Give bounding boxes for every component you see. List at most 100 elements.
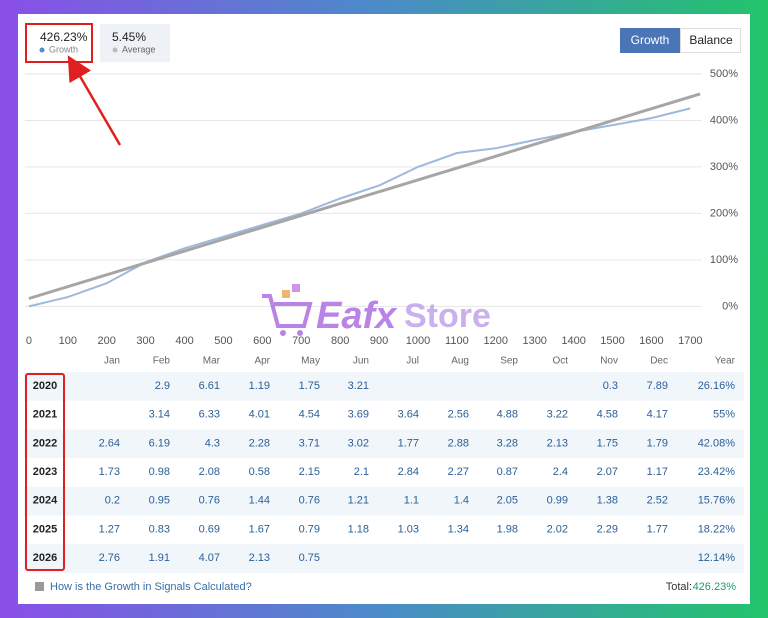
highlight-box <box>25 373 65 571</box>
table-cell: 2.9 <box>155 380 170 392</box>
stat-label: Average <box>122 44 155 54</box>
table-cell: 3.22 <box>547 409 568 421</box>
table-cell: 1.67 <box>249 523 270 535</box>
watermark: Eafx Store <box>262 284 491 337</box>
x-tick-label: 1300 <box>522 335 546 347</box>
row-band <box>24 544 744 573</box>
column-header: Oct <box>552 356 568 367</box>
help-link[interactable]: How is the Growth in Signals Calculated? <box>50 581 252 593</box>
table-cell: 1.18 <box>348 523 369 535</box>
table-cell: 0.95 <box>149 495 170 507</box>
table-cell: 1.98 <box>497 523 518 535</box>
table-cell: 4.88 <box>497 409 518 421</box>
x-tick-label: 300 <box>136 335 154 347</box>
table-cell: 2.28 <box>249 437 270 449</box>
y-tick-label: 300% <box>710 161 738 173</box>
table-cell: 1.75 <box>597 437 618 449</box>
total-label: Total: <box>666 581 692 593</box>
x-tick-label: 100 <box>59 335 77 347</box>
table-cell: 2.56 <box>448 409 469 421</box>
table-cell: 4.01 <box>249 409 270 421</box>
table-cell: 2.07 <box>597 466 618 478</box>
table-cell: 0.87 <box>497 466 518 478</box>
table-cell: 1.77 <box>647 523 668 535</box>
y-tick-label: 400% <box>710 114 738 126</box>
table-cell: 26.16% <box>698 380 736 392</box>
table-cell: 2.64 <box>99 437 120 449</box>
table-cell: 4.3 <box>205 437 220 449</box>
y-tick-label: 200% <box>710 207 738 219</box>
table-cell: 2.29 <box>597 523 618 535</box>
table-cell: 42.08% <box>698 437 736 449</box>
table-cell: 1.75 <box>299 380 320 392</box>
y-tick-label: 100% <box>710 254 738 266</box>
table-cell: 3.71 <box>299 437 320 449</box>
table-cell: 6.33 <box>199 409 220 421</box>
row-band <box>24 486 744 516</box>
column-header: Jan <box>104 356 120 367</box>
x-tick-label: 1700 <box>678 335 702 347</box>
column-header: Nov <box>600 356 618 367</box>
cart-wheel <box>297 330 303 336</box>
cart-box <box>282 290 290 298</box>
table-cell: 0.83 <box>149 523 170 535</box>
table-cell: 0.76 <box>299 495 320 507</box>
table-cell: 6.19 <box>149 437 170 449</box>
row-band <box>24 429 744 459</box>
table-cell: 2.84 <box>398 466 419 478</box>
table-cell: 12.14% <box>698 552 736 564</box>
table-cell: 6.61 <box>199 380 220 392</box>
table-cell: 1.17 <box>647 466 668 478</box>
table-cell: 0.99 <box>547 495 568 507</box>
watermark-text: Store <box>404 297 491 335</box>
table-cell: 3.69 <box>348 409 369 421</box>
tab[interactable] <box>680 28 741 53</box>
tab-active[interactable] <box>620 28 680 53</box>
highlight-box <box>25 23 93 63</box>
y-tick-label: 0% <box>722 300 738 312</box>
row-year: 2022 <box>33 437 57 449</box>
stat-box <box>100 24 170 62</box>
table-cell: 1.1 <box>404 495 419 507</box>
tab-label[interactable]: Growth <box>631 33 670 47</box>
stat-value: 5.45% <box>112 30 146 44</box>
x-tick-label: 1000 <box>406 335 430 347</box>
table-cell: 2.02 <box>547 523 568 535</box>
table-cell: 2.76 <box>99 552 120 564</box>
cart-icon <box>262 294 313 328</box>
table-cell: 0.98 <box>149 466 170 478</box>
stat-label: Growth <box>49 44 78 54</box>
trend-line <box>28 92 701 300</box>
table-cell: 0.3 <box>603 380 618 392</box>
x-tick-label: 700 <box>292 335 310 347</box>
table-cell: 4.58 <box>597 409 618 421</box>
table-cell: 4.07 <box>199 552 220 564</box>
column-header: Sep <box>500 356 518 367</box>
row-year: 2021 <box>33 409 57 421</box>
row-band <box>24 372 744 401</box>
x-tick-label: 800 <box>331 335 349 347</box>
row-year: 2023 <box>33 466 57 478</box>
table-cell: 3.02 <box>348 437 369 449</box>
column-header: Jun <box>353 356 369 367</box>
x-tick-label: 500 <box>214 335 232 347</box>
tab-label[interactable]: Balance <box>689 33 733 47</box>
table-cell: 7.89 <box>647 380 668 392</box>
legend-dot <box>112 47 118 53</box>
x-tick-label: 200 <box>98 335 116 347</box>
watermark-text: Eafx <box>316 295 398 337</box>
table-cell: 0.75 <box>299 552 320 564</box>
stat-value: 426.23% <box>40 30 88 44</box>
table-cell: 1.19 <box>249 380 270 392</box>
row-year: 2024 <box>33 495 58 507</box>
table-cell: 1.03 <box>398 523 419 535</box>
x-tick-label: 400 <box>175 335 193 347</box>
table-cell: 4.17 <box>647 409 668 421</box>
table-cell: 2.13 <box>547 437 568 449</box>
column-header: Year <box>715 356 736 367</box>
table-cell: 3.28 <box>497 437 518 449</box>
row-year: 2026 <box>33 552 57 564</box>
x-tick-label: 600 <box>253 335 271 347</box>
